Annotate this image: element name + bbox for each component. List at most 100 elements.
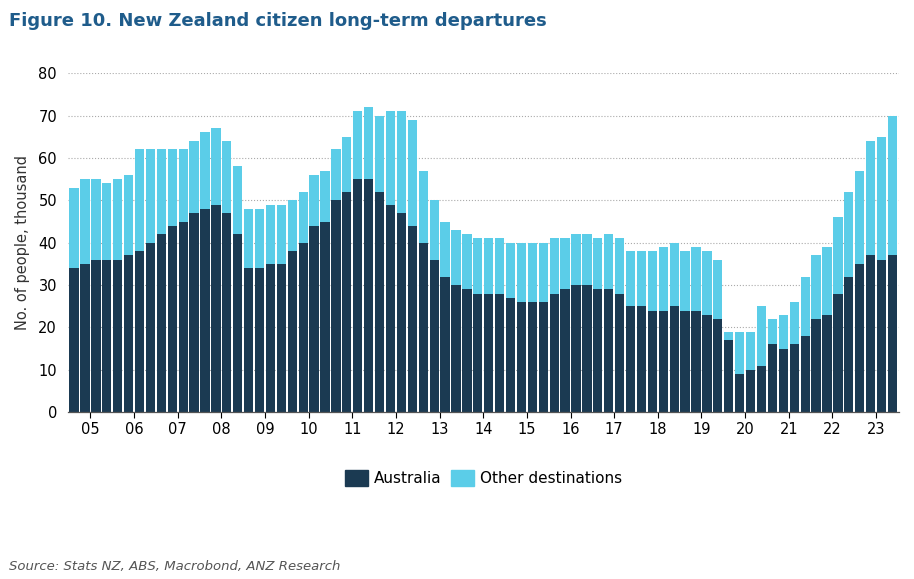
- Bar: [484, 239, 494, 294]
- Bar: [615, 239, 624, 294]
- Bar: [69, 268, 79, 412]
- Bar: [299, 243, 308, 412]
- Bar: [812, 319, 821, 412]
- Bar: [648, 310, 657, 412]
- Bar: [768, 345, 777, 412]
- Bar: [211, 128, 220, 204]
- Bar: [452, 230, 461, 285]
- Bar: [527, 243, 537, 302]
- Bar: [255, 209, 264, 268]
- Bar: [670, 306, 679, 412]
- Legend: Australia, Other destinations: Australia, Other destinations: [339, 464, 628, 492]
- Bar: [834, 294, 843, 412]
- Bar: [342, 192, 352, 412]
- Bar: [681, 251, 690, 310]
- Bar: [353, 179, 362, 412]
- Bar: [364, 179, 373, 412]
- Bar: [310, 226, 319, 412]
- Bar: [80, 264, 90, 412]
- Bar: [484, 294, 494, 412]
- Bar: [386, 204, 395, 412]
- Bar: [713, 259, 722, 319]
- Bar: [310, 175, 319, 226]
- Bar: [746, 370, 755, 412]
- Bar: [364, 107, 373, 179]
- Y-axis label: No. of people, thousand: No. of people, thousand: [15, 155, 30, 330]
- Bar: [419, 171, 428, 243]
- Bar: [277, 264, 286, 412]
- Bar: [560, 290, 569, 412]
- Bar: [124, 175, 133, 255]
- Bar: [222, 213, 231, 412]
- Bar: [845, 192, 854, 277]
- Bar: [222, 141, 231, 213]
- Bar: [702, 251, 712, 315]
- Bar: [331, 200, 341, 412]
- Bar: [757, 366, 766, 412]
- Bar: [615, 294, 624, 412]
- Bar: [397, 111, 406, 213]
- Bar: [790, 302, 799, 345]
- Bar: [124, 255, 133, 412]
- Bar: [80, 179, 90, 264]
- Bar: [604, 290, 613, 412]
- Bar: [801, 277, 810, 336]
- Bar: [823, 315, 832, 412]
- Bar: [167, 226, 177, 412]
- Bar: [516, 302, 526, 412]
- Bar: [527, 302, 537, 412]
- Bar: [189, 213, 198, 412]
- Bar: [571, 285, 580, 412]
- Bar: [342, 137, 352, 192]
- Bar: [146, 149, 155, 243]
- Bar: [691, 310, 701, 412]
- Bar: [69, 188, 79, 268]
- Bar: [156, 234, 166, 412]
- Bar: [244, 268, 253, 412]
- Bar: [288, 251, 297, 412]
- Bar: [845, 277, 854, 412]
- Bar: [462, 290, 472, 412]
- Bar: [779, 315, 788, 349]
- Bar: [593, 239, 602, 290]
- Bar: [571, 234, 580, 285]
- Bar: [659, 247, 668, 310]
- Bar: [790, 345, 799, 412]
- Bar: [495, 294, 505, 412]
- Bar: [746, 332, 755, 370]
- Bar: [473, 294, 483, 412]
- Bar: [244, 209, 253, 268]
- Bar: [538, 302, 547, 412]
- Bar: [834, 217, 843, 294]
- Bar: [735, 332, 744, 374]
- Bar: [462, 234, 472, 290]
- Bar: [626, 251, 635, 306]
- Bar: [167, 149, 177, 226]
- Bar: [113, 259, 122, 412]
- Bar: [866, 141, 876, 255]
- Bar: [178, 222, 187, 412]
- Bar: [266, 264, 275, 412]
- Bar: [156, 149, 166, 234]
- Bar: [887, 115, 897, 255]
- Text: Source: Stats NZ, ABS, Macrobond, ANZ Research: Source: Stats NZ, ABS, Macrobond, ANZ Re…: [9, 560, 341, 573]
- Bar: [288, 200, 297, 251]
- Bar: [549, 294, 558, 412]
- Bar: [670, 243, 679, 306]
- Bar: [408, 226, 417, 412]
- Bar: [757, 306, 766, 366]
- Bar: [549, 239, 558, 294]
- Bar: [593, 290, 602, 412]
- Bar: [102, 259, 112, 412]
- Bar: [266, 204, 275, 264]
- Bar: [102, 184, 112, 259]
- Bar: [408, 120, 417, 226]
- Bar: [495, 239, 505, 294]
- Bar: [735, 374, 744, 412]
- Bar: [375, 192, 384, 412]
- Bar: [430, 259, 439, 412]
- Bar: [353, 111, 362, 179]
- Bar: [375, 115, 384, 192]
- Bar: [637, 306, 646, 412]
- Bar: [648, 251, 657, 310]
